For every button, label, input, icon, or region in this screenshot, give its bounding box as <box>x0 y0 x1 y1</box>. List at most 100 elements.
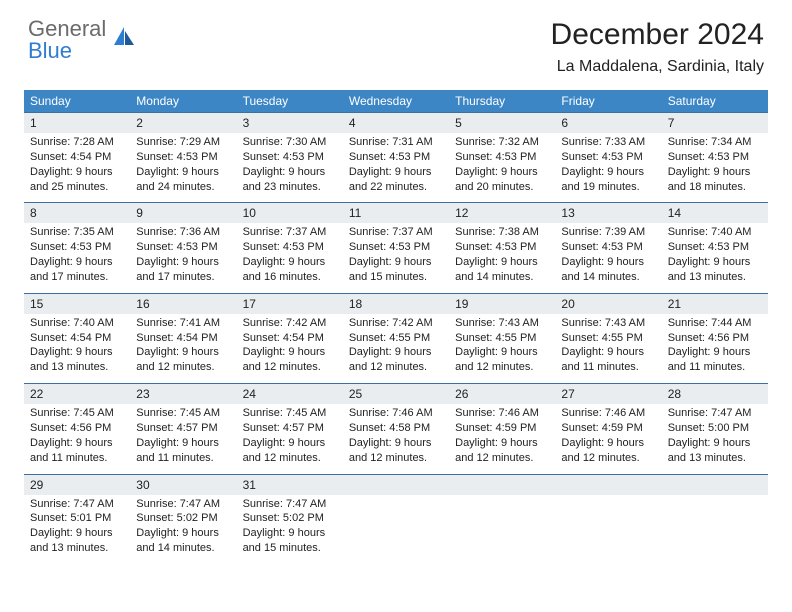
daylight-text: Daylight: 9 hours and 13 minutes. <box>668 255 762 285</box>
date-number: 10 <box>237 203 343 224</box>
day-cell: Sunrise: 7:36 AMSunset: 4:53 PMDaylight:… <box>130 223 236 293</box>
day-cell: Sunrise: 7:42 AMSunset: 4:55 PMDaylight:… <box>343 314 449 384</box>
sunset-text: Sunset: 4:57 PM <box>243 421 337 436</box>
daylight-text: Daylight: 9 hours and 11 minutes. <box>668 345 762 375</box>
date-number <box>343 474 449 495</box>
day-cell: Sunrise: 7:47 AMSunset: 5:02 PMDaylight:… <box>237 495 343 564</box>
sunrise-text: Sunrise: 7:47 AM <box>243 497 337 512</box>
day-cell: Sunrise: 7:39 AMSunset: 4:53 PMDaylight:… <box>555 223 661 293</box>
day-cell: Sunrise: 7:32 AMSunset: 4:53 PMDaylight:… <box>449 133 555 203</box>
sunset-text: Sunset: 4:53 PM <box>668 240 762 255</box>
day-cell: Sunrise: 7:45 AMSunset: 4:56 PMDaylight:… <box>24 404 130 474</box>
date-data-row: Sunrise: 7:40 AMSunset: 4:54 PMDaylight:… <box>24 314 768 384</box>
sunset-text: Sunset: 4:55 PM <box>455 331 549 346</box>
day-cell: Sunrise: 7:46 AMSunset: 4:59 PMDaylight:… <box>555 404 661 474</box>
month-title: December 2024 <box>551 18 764 52</box>
sunrise-text: Sunrise: 7:40 AM <box>30 316 124 331</box>
daylight-text: Daylight: 9 hours and 24 minutes. <box>136 165 230 195</box>
sunset-text: Sunset: 4:53 PM <box>30 240 124 255</box>
sunrise-text: Sunrise: 7:41 AM <box>136 316 230 331</box>
calendar-table: SundayMondayTuesdayWednesdayThursdayFrid… <box>24 90 768 564</box>
sunrise-text: Sunrise: 7:47 AM <box>668 406 762 421</box>
sunset-text: Sunset: 4:54 PM <box>243 331 337 346</box>
day-cell: Sunrise: 7:47 AMSunset: 5:02 PMDaylight:… <box>130 495 236 564</box>
sunset-text: Sunset: 4:54 PM <box>30 150 124 165</box>
daylight-text: Daylight: 9 hours and 11 minutes. <box>30 436 124 466</box>
day-cell: Sunrise: 7:40 AMSunset: 4:54 PMDaylight:… <box>24 314 130 384</box>
sunrise-text: Sunrise: 7:33 AM <box>561 135 655 150</box>
sunset-text: Sunset: 4:53 PM <box>668 150 762 165</box>
sunset-text: Sunset: 4:53 PM <box>455 240 549 255</box>
date-number: 27 <box>555 384 661 405</box>
daylight-text: Daylight: 9 hours and 12 minutes. <box>243 436 337 466</box>
sunset-text: Sunset: 4:53 PM <box>136 150 230 165</box>
logo-blue: Blue <box>28 38 72 63</box>
date-number: 16 <box>130 293 236 314</box>
date-number: 28 <box>662 384 768 405</box>
sunrise-text: Sunrise: 7:42 AM <box>349 316 443 331</box>
daylight-text: Daylight: 9 hours and 12 minutes. <box>561 436 655 466</box>
date-number-row: 15161718192021 <box>24 293 768 314</box>
day-cell <box>449 495 555 564</box>
sunset-text: Sunset: 4:53 PM <box>243 240 337 255</box>
day-cell: Sunrise: 7:31 AMSunset: 4:53 PMDaylight:… <box>343 133 449 203</box>
date-number: 31 <box>237 474 343 495</box>
sunset-text: Sunset: 4:53 PM <box>136 240 230 255</box>
logo-text: General Blue <box>28 18 106 62</box>
date-number: 12 <box>449 203 555 224</box>
sunset-text: Sunset: 4:54 PM <box>30 331 124 346</box>
sunset-text: Sunset: 5:02 PM <box>243 511 337 526</box>
sunrise-text: Sunrise: 7:46 AM <box>349 406 443 421</box>
date-number <box>555 474 661 495</box>
weekday-header: Friday <box>555 90 661 113</box>
date-number: 8 <box>24 203 130 224</box>
weekday-header: Wednesday <box>343 90 449 113</box>
date-data-row: Sunrise: 7:35 AMSunset: 4:53 PMDaylight:… <box>24 223 768 293</box>
sunset-text: Sunset: 4:53 PM <box>561 150 655 165</box>
day-cell: Sunrise: 7:33 AMSunset: 4:53 PMDaylight:… <box>555 133 661 203</box>
sunrise-text: Sunrise: 7:47 AM <box>30 497 124 512</box>
sunset-text: Sunset: 4:56 PM <box>30 421 124 436</box>
sunrise-text: Sunrise: 7:38 AM <box>455 225 549 240</box>
date-number-row: 891011121314 <box>24 203 768 224</box>
sail-icon <box>110 25 136 56</box>
day-cell: Sunrise: 7:37 AMSunset: 4:53 PMDaylight:… <box>343 223 449 293</box>
day-cell: Sunrise: 7:45 AMSunset: 4:57 PMDaylight:… <box>237 404 343 474</box>
date-number: 19 <box>449 293 555 314</box>
date-number: 17 <box>237 293 343 314</box>
logo: General Blue <box>28 18 136 62</box>
day-cell: Sunrise: 7:41 AMSunset: 4:54 PMDaylight:… <box>130 314 236 384</box>
sunset-text: Sunset: 4:55 PM <box>349 331 443 346</box>
sunset-text: Sunset: 4:57 PM <box>136 421 230 436</box>
daylight-text: Daylight: 9 hours and 16 minutes. <box>243 255 337 285</box>
logo-general: General <box>28 18 106 40</box>
sunrise-text: Sunrise: 7:43 AM <box>561 316 655 331</box>
date-number: 13 <box>555 203 661 224</box>
daylight-text: Daylight: 9 hours and 22 minutes. <box>349 165 443 195</box>
sunset-text: Sunset: 4:54 PM <box>136 331 230 346</box>
date-number: 21 <box>662 293 768 314</box>
date-number-row: 22232425262728 <box>24 384 768 405</box>
sunset-text: Sunset: 4:59 PM <box>455 421 549 436</box>
sunrise-text: Sunrise: 7:31 AM <box>349 135 443 150</box>
daylight-text: Daylight: 9 hours and 13 minutes. <box>668 436 762 466</box>
sunrise-text: Sunrise: 7:36 AM <box>136 225 230 240</box>
day-cell: Sunrise: 7:35 AMSunset: 4:53 PMDaylight:… <box>24 223 130 293</box>
sunset-text: Sunset: 4:56 PM <box>668 331 762 346</box>
daylight-text: Daylight: 9 hours and 17 minutes. <box>30 255 124 285</box>
day-cell: Sunrise: 7:29 AMSunset: 4:53 PMDaylight:… <box>130 133 236 203</box>
day-cell: Sunrise: 7:40 AMSunset: 4:53 PMDaylight:… <box>662 223 768 293</box>
sunrise-text: Sunrise: 7:39 AM <box>561 225 655 240</box>
weekday-header: Sunday <box>24 90 130 113</box>
sunset-text: Sunset: 4:59 PM <box>561 421 655 436</box>
daylight-text: Daylight: 9 hours and 12 minutes. <box>349 345 443 375</box>
daylight-text: Daylight: 9 hours and 12 minutes. <box>455 345 549 375</box>
daylight-text: Daylight: 9 hours and 15 minutes. <box>243 526 337 556</box>
date-number: 6 <box>555 113 661 134</box>
sunrise-text: Sunrise: 7:45 AM <box>243 406 337 421</box>
day-cell: Sunrise: 7:47 AMSunset: 5:01 PMDaylight:… <box>24 495 130 564</box>
daylight-text: Daylight: 9 hours and 12 minutes. <box>349 436 443 466</box>
sunrise-text: Sunrise: 7:37 AM <box>349 225 443 240</box>
date-number: 5 <box>449 113 555 134</box>
sunset-text: Sunset: 5:00 PM <box>668 421 762 436</box>
